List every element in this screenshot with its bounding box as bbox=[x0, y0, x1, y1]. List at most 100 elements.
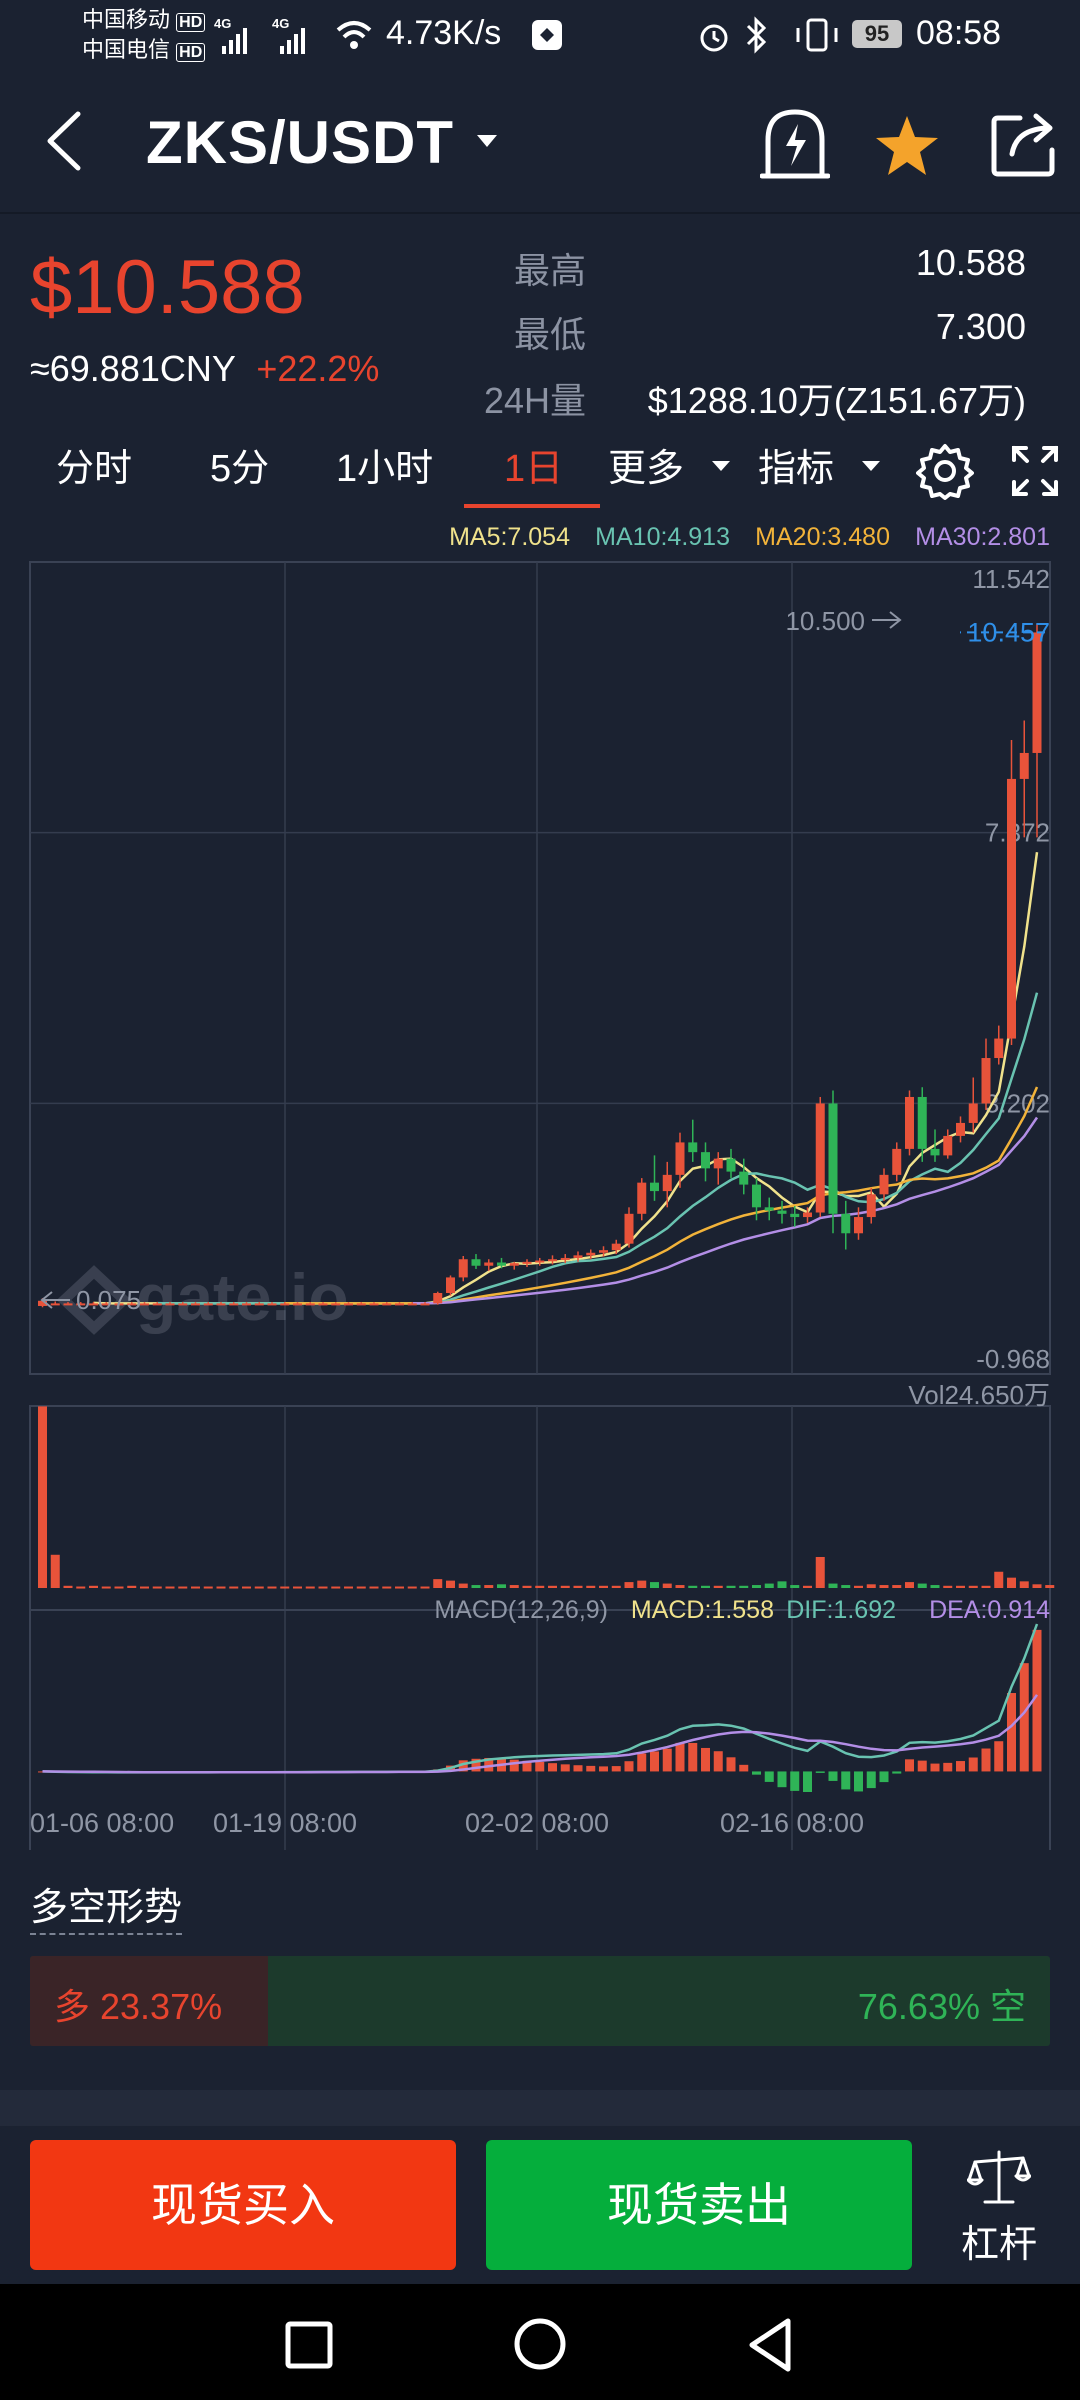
macd-histogram-bar bbox=[611, 1766, 621, 1772]
time-axis-label: 02-16 08:00 bbox=[720, 1808, 864, 1838]
volume-bar bbox=[968, 1585, 978, 1588]
candle-body bbox=[433, 1292, 443, 1304]
fullscreen-icon[interactable] bbox=[1010, 444, 1060, 498]
volume-bar bbox=[50, 1554, 60, 1588]
price-alert-icon[interactable] bbox=[760, 106, 830, 180]
macd-pane bbox=[38, 1623, 1042, 1792]
volume-bar bbox=[981, 1585, 991, 1588]
volume-bar bbox=[242, 1586, 251, 1589]
share-icon[interactable] bbox=[990, 110, 1060, 178]
macd-histogram-bar bbox=[777, 1771, 787, 1788]
tab-timeline[interactable]: 分时 bbox=[56, 448, 133, 490]
carrier-2: 中国电信 HD bbox=[82, 36, 206, 67]
candle-body bbox=[650, 1182, 659, 1192]
long-short-bar: 多 23.37% 76.63% 空 bbox=[30, 1956, 1050, 2046]
vol24h-label: 24H量 bbox=[484, 380, 587, 421]
volume-bar bbox=[994, 1571, 1004, 1588]
volume-bar bbox=[280, 1586, 290, 1589]
candle-body bbox=[305, 1303, 315, 1306]
volume-bar bbox=[828, 1583, 838, 1588]
macd-params: MACD(12,26,9) bbox=[434, 1596, 608, 1624]
candle-body bbox=[956, 1122, 965, 1136]
volume-bar bbox=[726, 1585, 736, 1588]
back-nav-icon[interactable] bbox=[744, 2316, 796, 2374]
kline-chart[interactable]: MA30:2.801 MA20:3.480 MA10:4.913 MA5:7.0… bbox=[0, 520, 1080, 1850]
active-tab-indicator bbox=[464, 504, 600, 508]
macd-histogram-bar bbox=[866, 1771, 876, 1789]
candle-body bbox=[318, 1303, 328, 1306]
volume-bar bbox=[956, 1585, 965, 1588]
ma30-legend: MA30:2.801 bbox=[915, 523, 1050, 551]
tab-more[interactable]: 更多 bbox=[608, 434, 733, 504]
macd-histogram-bar bbox=[548, 1763, 557, 1772]
home-icon[interactable] bbox=[512, 2316, 568, 2372]
clock: 08:58 bbox=[916, 14, 1002, 52]
volume-bar bbox=[63, 1585, 73, 1588]
ma20-legend: MA20:3.480 bbox=[755, 523, 890, 551]
volume-bar bbox=[407, 1586, 417, 1589]
macd-histogram-bar bbox=[752, 1771, 761, 1775]
volume-bar bbox=[178, 1586, 188, 1589]
candle-body bbox=[38, 1300, 47, 1306]
header-divider bbox=[0, 212, 1080, 214]
volume-bar bbox=[777, 1581, 787, 1588]
leverage-button[interactable]: 杠杆 bbox=[934, 2148, 1064, 2268]
volume-bar bbox=[369, 1586, 379, 1589]
volume-bar bbox=[535, 1585, 545, 1588]
candle-body bbox=[407, 1303, 417, 1306]
volume-bar bbox=[140, 1586, 149, 1589]
ma-legend: MA30:2.801 MA20:3.480 MA10:4.913 MA5:7.0… bbox=[449, 523, 1050, 551]
candle-body bbox=[599, 1250, 608, 1253]
spot-buy-button[interactable]: 现货买入 bbox=[30, 2140, 456, 2270]
volume-bar bbox=[38, 1406, 47, 1588]
candle-body bbox=[458, 1259, 468, 1278]
candle-body bbox=[637, 1182, 647, 1214]
alarm-icon bbox=[700, 24, 728, 52]
battery-indicator: 95 bbox=[852, 20, 902, 48]
settings-gear-icon[interactable] bbox=[916, 442, 974, 500]
volume-bar bbox=[866, 1584, 876, 1588]
volume-bar bbox=[293, 1586, 302, 1589]
tab-indicators[interactable]: 指标 bbox=[758, 434, 883, 504]
volume-bar bbox=[114, 1586, 124, 1589]
low-value: 7.300 bbox=[935, 306, 1026, 347]
volume-bar bbox=[662, 1583, 672, 1588]
macd-value-legend: MACD:1.558 bbox=[631, 1596, 774, 1624]
network-speed: 4.73K/s bbox=[386, 14, 502, 52]
volume-bar bbox=[548, 1585, 557, 1588]
volume-bar bbox=[637, 1580, 647, 1588]
volume-bar bbox=[611, 1585, 621, 1588]
tab-1day[interactable]: 1日 bbox=[504, 448, 564, 490]
price-axis-label: -0.968 bbox=[976, 1344, 1050, 1374]
volume-bar bbox=[344, 1586, 353, 1589]
chart-grid bbox=[30, 562, 1050, 1850]
battery-level: 95 bbox=[864, 21, 890, 46]
favorite-star-icon[interactable] bbox=[874, 114, 940, 178]
high-value: 10.588 bbox=[915, 242, 1026, 283]
max-price-annotation: 10.500 bbox=[785, 606, 865, 636]
candle-body bbox=[293, 1303, 302, 1306]
recent-apps-icon[interactable] bbox=[284, 2320, 334, 2370]
net-type-2: 4G bbox=[272, 16, 289, 31]
net-type-1: 4G bbox=[214, 16, 231, 31]
tab-1hour[interactable]: 1小时 bbox=[336, 448, 434, 490]
candle-body bbox=[178, 1303, 188, 1306]
sentiment-title[interactable]: 多空形势 bbox=[30, 1887, 183, 1935]
price-axis-label: 11.542 bbox=[972, 564, 1050, 594]
dea-legend: DEA:0.914 bbox=[929, 1596, 1050, 1624]
volume-bar bbox=[229, 1586, 239, 1589]
macd-histogram-bar bbox=[930, 1763, 940, 1772]
volume-bar bbox=[713, 1585, 723, 1588]
spot-sell-button[interactable]: 现货卖出 bbox=[486, 2140, 912, 2270]
volume-bar bbox=[497, 1584, 506, 1588]
candle-body bbox=[382, 1303, 392, 1306]
back-icon[interactable] bbox=[38, 108, 88, 174]
volume-bar bbox=[484, 1585, 494, 1588]
candle-body bbox=[344, 1303, 353, 1306]
short-ratio: 76.63% 空 bbox=[857, 1986, 1026, 2027]
pair-selector[interactable]: ZKS/USDT bbox=[146, 108, 502, 177]
tab-5min[interactable]: 5分 bbox=[210, 448, 270, 490]
hd-badge-1: HD bbox=[176, 13, 206, 32]
header: ZKS/USDT bbox=[0, 72, 1080, 212]
hd-badge-2: HD bbox=[176, 43, 206, 62]
